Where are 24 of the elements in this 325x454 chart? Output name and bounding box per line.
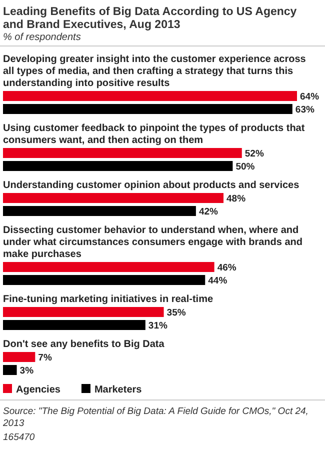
data-label: 52% — [244, 148, 264, 160]
data-label: 48% — [226, 194, 246, 204]
text: 165470 — [3, 432, 36, 443]
source-note: Source: "The Big Potential of Big Data: A Field Guide for CMOs," Oct 24, 2013 — [2, 406, 308, 429]
y-tick-label: Understanding customer opinion about products and services — [3, 180, 300, 191]
legend-label: Marketers — [94, 384, 142, 396]
y-tick-label: Using customer feedback to pinpoint the types of products that consumers want, and then acting on them — [3, 123, 306, 146]
data-label: 7% — [38, 352, 52, 364]
legend-label: Agencies — [16, 384, 61, 396]
data-label: 46% — [217, 262, 237, 274]
data-label: 42% — [198, 206, 219, 218]
data-label: 35% — [166, 308, 186, 318]
data-label: 50% — [236, 162, 256, 172]
y-tick-label: Dissecting customer behavior to understand when, where and under what circumstances consumers engage with brands and make purchases — [3, 225, 303, 260]
data-label: 44% — [208, 276, 228, 286]
y-tick-label: Fine-tuning marketing initiatives in real-time — [3, 294, 214, 305]
chart-subtitle: % of respondents — [3, 32, 81, 43]
data-label: 3% — [20, 366, 34, 376]
y-tick-label: Don't see any benefits to Big Data — [3, 339, 165, 350]
data-label: 64% — [300, 92, 320, 102]
y-tick-label: Developing greater insight into the customer experience across all types of media, and then crafting a strategy that turns this understanding into positive results — [3, 54, 306, 89]
chart-title: Leading Benefits of Big Data According to US Agency and Brand Executives, Aug 2013 — [3, 6, 298, 31]
data-label: 31% — [148, 320, 168, 332]
data-label: 63% — [295, 104, 315, 116]
